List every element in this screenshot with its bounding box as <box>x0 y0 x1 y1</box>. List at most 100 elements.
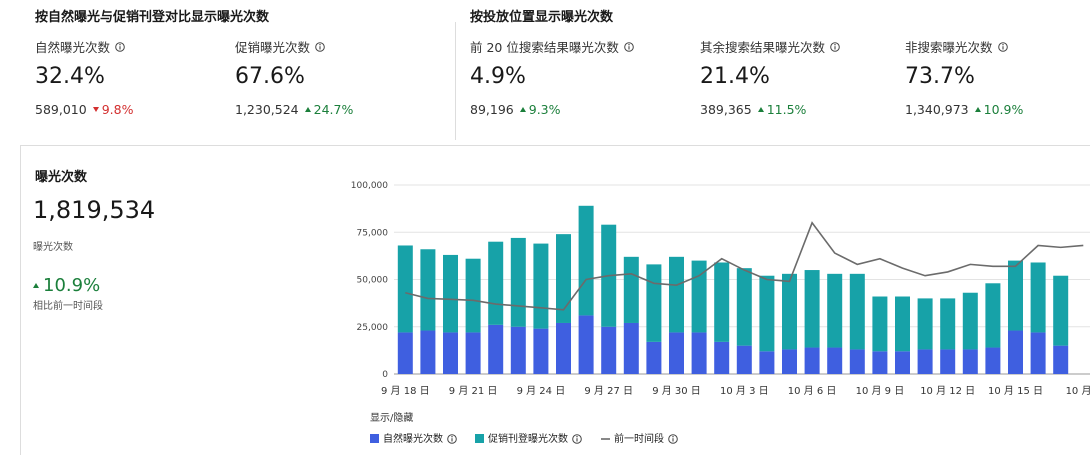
metric-count: 589,010 <box>35 102 87 117</box>
bar <box>940 298 956 350</box>
y-tick-label: 100,000 <box>351 181 388 191</box>
legend-item[interactable]: 自然曝光次数 <box>370 432 457 445</box>
bar <box>488 324 504 374</box>
bar <box>962 349 978 374</box>
bar <box>895 296 910 352</box>
bar <box>849 273 865 350</box>
bar <box>443 332 458 374</box>
bar <box>646 341 662 374</box>
bar <box>1030 262 1046 333</box>
bar <box>465 332 481 374</box>
info-icon <box>572 434 582 444</box>
info-icon <box>451 436 453 438</box>
x-tick-label: 10 月 9 日 <box>856 385 905 397</box>
change-value: 24.7% <box>313 102 354 117</box>
info-icon[interactable] <box>830 41 840 52</box>
divider <box>455 22 456 140</box>
legend-item[interactable]: 促销刊登曝光次数 <box>475 432 582 445</box>
bar <box>488 241 504 325</box>
bar <box>669 256 684 333</box>
y-tick-label: 25,000 <box>357 323 389 333</box>
bar <box>985 347 1001 374</box>
info-icon[interactable] <box>115 41 125 52</box>
bar <box>1053 345 1069 374</box>
bar <box>849 349 865 374</box>
metric-share: 73.7% <box>905 64 975 89</box>
bar <box>782 349 797 374</box>
bar <box>759 351 775 374</box>
subtitle: 曝光次数 <box>33 242 73 253</box>
metric-count: 389,365 <box>700 102 752 117</box>
bar <box>895 351 910 374</box>
change: 9.8% <box>92 102 134 117</box>
bar <box>623 256 639 323</box>
change-value: 9.8% <box>101 102 134 117</box>
bar <box>1008 260 1023 331</box>
info-icon <box>668 434 678 444</box>
metric-name: 前 20 位搜索结果曝光次数 <box>470 40 619 55</box>
bar <box>985 283 1001 348</box>
bar <box>669 332 684 374</box>
bar <box>646 264 662 342</box>
metric-name: 非搜索曝光次数 <box>905 40 993 55</box>
comparison: 相比前一时间段 <box>33 301 103 312</box>
panel-title: 曝光次数 <box>35 170 88 185</box>
change: 9.3% <box>519 102 561 117</box>
change-value: 9.3% <box>528 102 561 117</box>
metric-label: 非搜索曝光次数 <box>905 37 1008 56</box>
trend-arrow <box>519 107 526 112</box>
divider <box>20 145 1090 146</box>
bar <box>533 328 549 374</box>
total: 1,819,534 <box>33 196 156 224</box>
metric-name: 其余搜索结果曝光次数 <box>700 40 826 55</box>
bar <box>736 268 752 346</box>
bar <box>714 341 730 374</box>
x-tick-label: 10 月 12 日 <box>920 385 975 397</box>
change: 24.7% <box>304 102 354 117</box>
legend-swatch <box>370 434 379 443</box>
legend-label: 促销刊登曝光次数 <box>488 432 568 445</box>
y-tick-label: 75,000 <box>357 228 389 238</box>
bar <box>578 205 594 316</box>
bar <box>578 315 594 374</box>
bar <box>465 258 481 333</box>
divider <box>20 145 21 455</box>
bar <box>691 260 707 333</box>
legend-label: 自然曝光次数 <box>383 432 443 445</box>
legend-item[interactable]: 前一时间段 <box>601 432 678 445</box>
change-value: 10.9% <box>43 275 101 296</box>
bar <box>736 345 752 374</box>
metric-row: 89,196 9.3% <box>470 102 561 117</box>
bar <box>1030 332 1046 374</box>
metric-label: 促销曝光次数 <box>235 37 325 56</box>
info-icon[interactable] <box>997 41 1008 52</box>
info-icon[interactable] <box>315 41 325 52</box>
change-row: 10.9% <box>33 272 100 296</box>
legend-swatch <box>475 434 484 443</box>
y-tick-label: 0 <box>382 370 388 380</box>
bar <box>510 237 526 327</box>
bar <box>827 347 843 374</box>
bar <box>420 330 436 374</box>
metric-share: 21.4% <box>700 64 770 89</box>
info-icon[interactable] <box>624 41 634 52</box>
metric-label: 自然曝光次数 <box>35 37 125 56</box>
x-tick-label: 9 月 30 日 <box>652 385 701 397</box>
bar <box>691 332 707 374</box>
bar <box>917 349 933 374</box>
metric-name: 自然曝光次数 <box>35 40 111 55</box>
metric-row: 1,340,973 10.9% <box>905 102 1023 117</box>
metric-share: 67.6% <box>235 64 305 89</box>
metric-row: 389,365 11.5% <box>700 102 806 117</box>
metric-name: 促销曝光次数 <box>235 40 311 55</box>
bar <box>714 262 730 342</box>
metric-row: 1,230,524 24.7% <box>235 102 353 117</box>
metric-share: 4.9% <box>470 64 526 89</box>
change: 11.5% <box>757 102 806 117</box>
x-tick-label: 9 月 18 日 <box>381 385 430 397</box>
bar <box>759 275 775 352</box>
bar <box>782 273 797 350</box>
